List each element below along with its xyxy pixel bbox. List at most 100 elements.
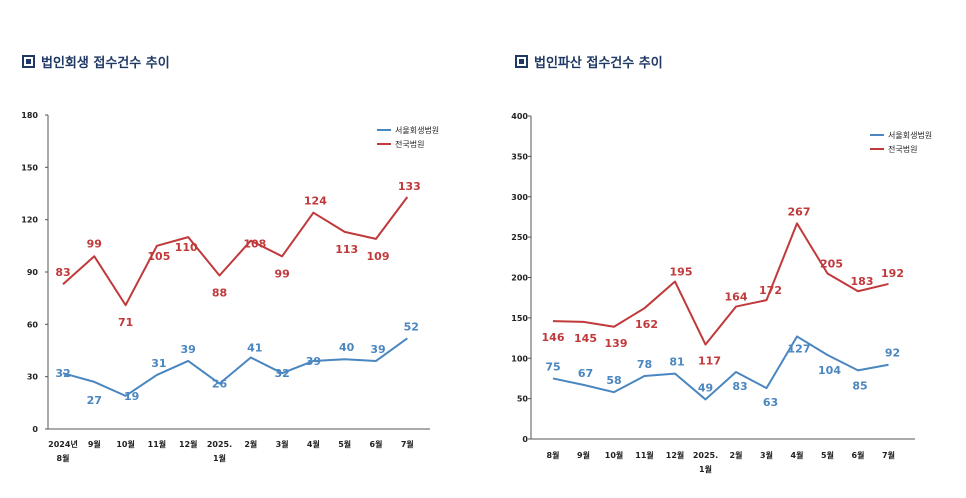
x-tick-label: 2024년 [48, 439, 78, 449]
data-label: 19 [124, 390, 139, 403]
data-label: 39 [306, 355, 321, 368]
data-label: 63 [763, 396, 778, 409]
y-tick-label: 90 [27, 268, 39, 277]
y-tick-label: 150 [21, 163, 38, 172]
y-tick-label: 60 [27, 320, 39, 329]
data-label: 195 [670, 266, 693, 279]
data-label: 92 [885, 347, 900, 360]
data-label: 117 [698, 355, 721, 368]
x-tick-label: 2025. [693, 451, 718, 460]
x-tick-label: 8월 [547, 450, 560, 460]
data-label: 85 [852, 379, 867, 392]
y-tick-label: 30 [27, 373, 39, 382]
data-label: 39 [370, 343, 385, 356]
x-tick-label: 1월 [699, 464, 712, 474]
data-label: 124 [304, 195, 327, 208]
x-tick-label: 3월 [760, 450, 773, 460]
right-chart-title-text: 법인파산 접수건수 추이 [534, 56, 663, 71]
y-tick-label: 120 [21, 216, 38, 225]
x-tick-label: 7월 [401, 439, 414, 449]
data-label: 58 [606, 374, 621, 387]
y-tick-label: 250 [511, 233, 528, 242]
data-label: 26 [212, 378, 228, 391]
x-tick-label: 4월 [791, 450, 804, 460]
series-line-seoul [552, 335, 889, 401]
x-tick-label: 6월 [370, 439, 383, 449]
data-label: 40 [339, 341, 355, 354]
left-chart: 법인회생 접수건수 추이 0 30 60 90 120 150 180 2024년 8월 9월 10… [21, 52, 439, 463]
y-tick-label: 100 [511, 354, 528, 363]
data-label: 127 [788, 342, 811, 355]
x-tick-label: 2월 [244, 439, 257, 449]
data-label: 172 [759, 284, 782, 297]
data-label: 183 [851, 275, 874, 288]
x-tick-label: 8월 [57, 453, 70, 463]
data-label: 267 [788, 205, 811, 218]
data-label: 75 [545, 360, 560, 373]
y-tick-label: 200 [511, 274, 528, 283]
x-tick-label: 4월 [307, 439, 320, 449]
data-label: 83 [732, 380, 747, 393]
data-label: 52 [404, 320, 419, 333]
series-line-seoul [62, 337, 408, 397]
y-tick-label: 400 [511, 112, 528, 121]
x-tick-label: 5월 [338, 439, 351, 449]
series-line-national [62, 196, 409, 307]
x-tick-label: 1월 [213, 453, 226, 463]
x-tick-label: 10월 [116, 439, 135, 449]
legend-entry: 전국법원 [888, 144, 917, 154]
x-tick-label: 2월 [730, 450, 743, 460]
left-chart-title-text: 법인회생 접수건수 추이 [41, 56, 170, 71]
x-tick-label: 12월 [179, 439, 198, 449]
data-label: 162 [635, 318, 658, 331]
data-label: 104 [818, 364, 841, 377]
x-tick-label: 10월 [605, 450, 624, 460]
y-tick-label: 180 [21, 111, 38, 120]
right-chart-title: 법인파산 접수건수 추이 [515, 52, 663, 71]
data-label: 139 [605, 337, 628, 350]
data-label: 146 [542, 331, 565, 344]
y-tick-label: 150 [511, 314, 528, 323]
left-chart-title: 법인회생 접수건수 추이 [22, 52, 170, 71]
right-chart-svg: 0 50 100 150 200 250 300 350 400 8월 9월 10월 11월 12월 202… [511, 112, 932, 474]
y-tick-label: 50 [517, 395, 529, 404]
x-tick-label: 5월 [821, 450, 834, 460]
data-label: 164 [725, 291, 748, 304]
data-label: 145 [574, 332, 597, 345]
data-label: 83 [55, 266, 70, 279]
x-tick-label: 11월 [148, 439, 167, 449]
x-tick-label: 12월 [666, 450, 685, 460]
data-label: 32 [274, 367, 289, 380]
y-tick-label: 300 [511, 193, 528, 202]
data-label: 192 [881, 267, 904, 280]
x-tick-label: 9월 [88, 439, 101, 449]
data-label: 133 [398, 180, 421, 193]
x-tick-label: 3월 [276, 439, 289, 449]
data-label: 109 [367, 250, 390, 263]
data-label: 108 [243, 238, 266, 251]
data-label: 99 [274, 267, 289, 280]
x-tick-label: 7월 [882, 450, 895, 460]
data-label: 88 [212, 286, 227, 299]
data-label: 67 [578, 367, 593, 380]
data-label: 32 [55, 367, 70, 380]
right-chart: 법인파산 접수건수 추이 0 50 100 150 200 250 300 350 400 8월 9… [483, 0, 966, 498]
data-label: 110 [175, 241, 198, 254]
legend-entry: 전국법원 [395, 139, 424, 149]
data-label: 113 [335, 243, 358, 256]
x-tick-label: 6월 [852, 450, 865, 460]
data-label: 31 [151, 357, 166, 370]
x-tick-label: 11월 [635, 450, 654, 460]
data-label: 105 [147, 250, 170, 263]
data-label: 205 [820, 257, 843, 270]
data-label: 78 [637, 358, 652, 371]
x-tick-label: 2025. [207, 440, 232, 449]
data-label: 41 [247, 341, 262, 354]
series-line-national [552, 222, 889, 346]
data-label: 71 [118, 316, 133, 329]
legend-entry: 서울회생법원 [395, 125, 439, 135]
data-label: 39 [181, 343, 196, 356]
left-chart-svg: 0 30 60 90 120 150 180 2024년 8월 9월 10월 11월 12월 2025. 1… [21, 111, 439, 463]
x-tick-label: 9월 [577, 450, 590, 460]
y-tick-label: 0 [32, 425, 38, 434]
